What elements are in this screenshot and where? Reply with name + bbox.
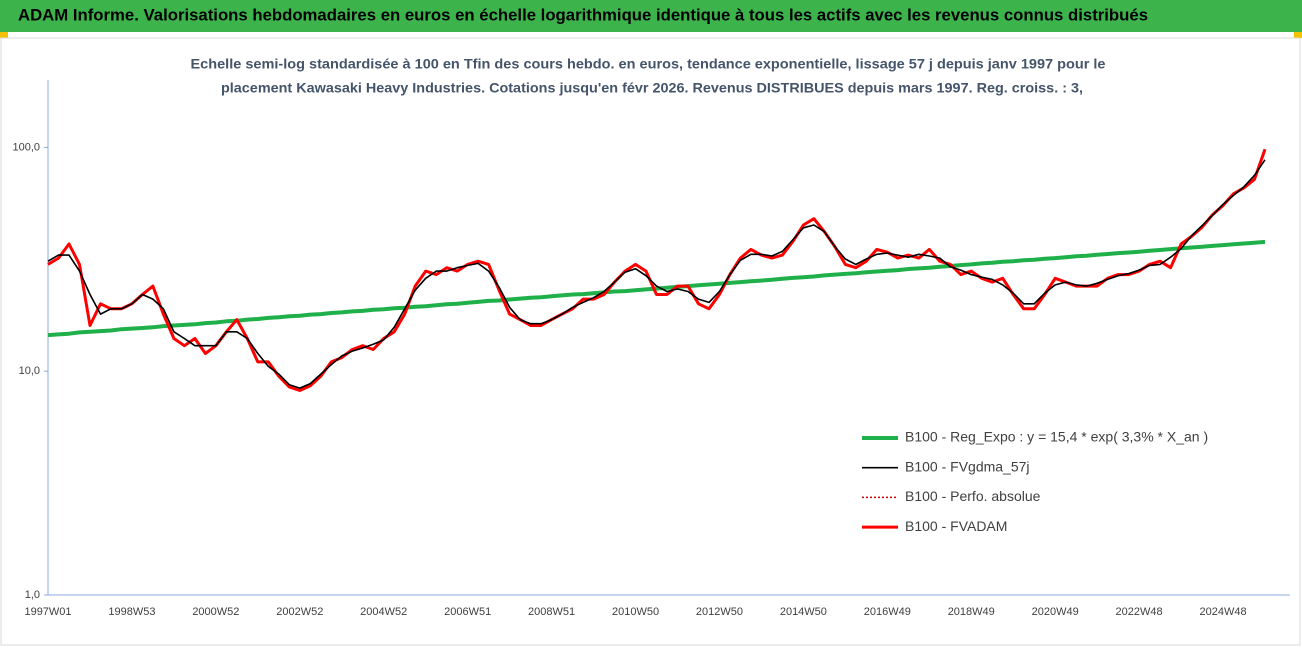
legend-label: B100 - Perfo. absolue — [905, 488, 1041, 504]
x-tick-label: 2022W48 — [1116, 606, 1163, 618]
x-tick-label: 2000W52 — [192, 606, 239, 618]
x-tick-label: 2002W52 — [276, 606, 323, 618]
legend-label: B100 - Reg_Expo : y = 15,4 * exp( 3,3% *… — [905, 429, 1208, 445]
x-tick-label: 2008W51 — [528, 606, 575, 618]
x-tick-label: 2024W48 — [1199, 606, 1246, 618]
x-tick-label: 1998W53 — [108, 606, 155, 618]
x-tick-label: 2018W49 — [948, 606, 995, 618]
chart-frame — [0, 37, 1301, 646]
x-tick-label: 2004W52 — [360, 606, 407, 618]
x-tick-label: 2006W51 — [444, 606, 491, 618]
y-tick-label: 10,0 — [19, 365, 40, 377]
legend-label: B100 - FVgdma_57j — [905, 458, 1030, 474]
x-tick-label: 1997W01 — [24, 606, 71, 618]
header-bar — [0, 0, 1302, 32]
chart-subtitle: placement Kawasaki Heavy Industries. Cot… — [221, 80, 1083, 96]
x-tick-label: 2014W50 — [780, 606, 827, 618]
series-line — [47, 159, 1266, 389]
x-tick-label: 2012W50 — [696, 606, 743, 618]
corner-mark — [0, 32, 8, 38]
y-tick-label: 1,0 — [25, 589, 40, 601]
corner-mark — [1294, 32, 1302, 38]
chart-title: ADAM Informe. Valorisations hebdomadaire… — [18, 5, 1148, 24]
series-line — [47, 149, 1266, 392]
x-tick-label: 2016W49 — [864, 606, 911, 618]
legend-label: B100 - FVADAM — [905, 518, 1007, 534]
x-tick-label: 2010W50 — [612, 606, 659, 618]
series-line — [47, 239, 1266, 338]
x-tick-label: 2020W49 — [1032, 606, 1079, 618]
series-line — [47, 148, 1267, 392]
chart-subtitle: Echelle semi-log standardisée à 100 en T… — [191, 56, 1106, 72]
y-tick-label: 100,0 — [12, 141, 40, 153]
